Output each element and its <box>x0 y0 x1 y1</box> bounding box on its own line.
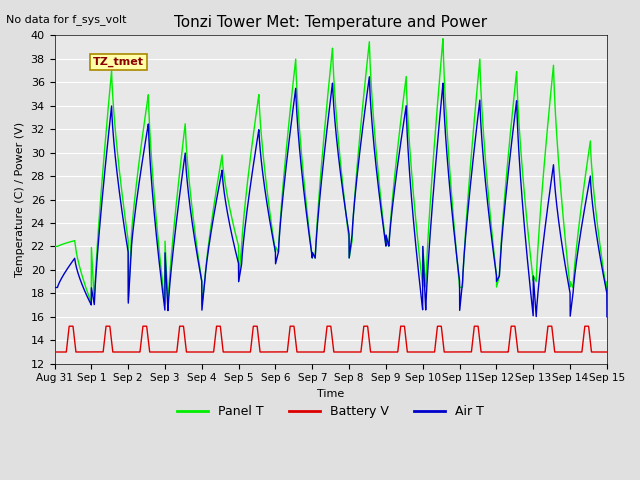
Title: Tonzi Tower Met: Temperature and Power: Tonzi Tower Met: Temperature and Power <box>174 15 487 30</box>
Text: TZ_tmet: TZ_tmet <box>93 57 144 67</box>
X-axis label: Time: Time <box>317 389 344 399</box>
Y-axis label: Temperature (C) / Power (V): Temperature (C) / Power (V) <box>15 122 25 277</box>
Text: No data for f_sys_volt: No data for f_sys_volt <box>6 14 127 25</box>
Legend: Panel T, Battery V, Air T: Panel T, Battery V, Air T <box>172 400 490 423</box>
